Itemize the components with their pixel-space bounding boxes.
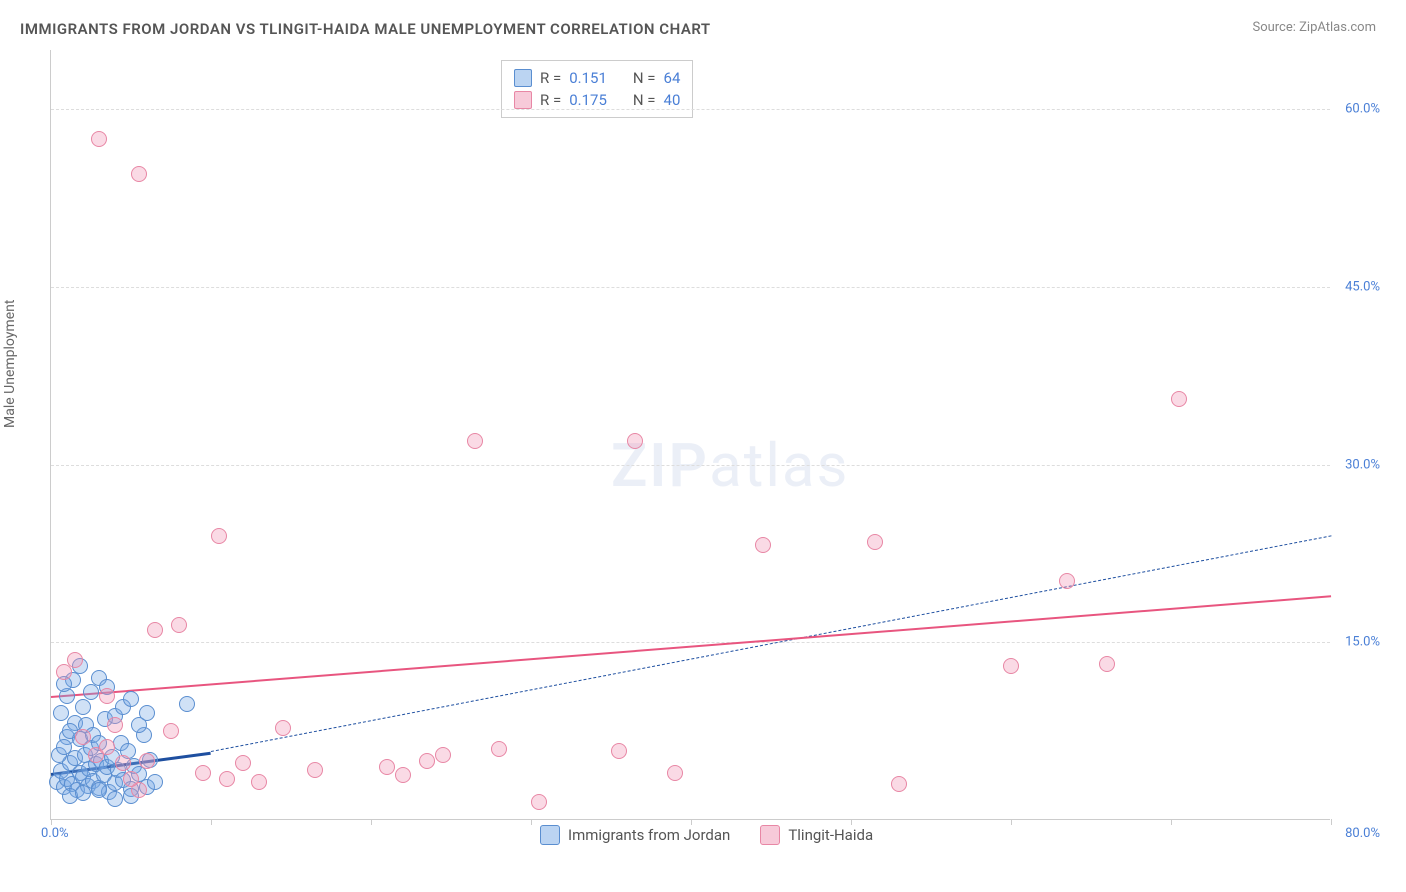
data-point [99,688,115,704]
data-point [755,537,771,553]
data-point [53,705,69,721]
data-point [219,771,235,787]
data-point [115,755,131,771]
data-point [75,785,91,801]
chart-area: ZIPatlas R =0.151N =64R =0.175N =40 0.0%… [50,50,1370,850]
data-point [251,774,267,790]
data-point [1059,573,1075,589]
gridline [51,287,1330,288]
data-point [163,723,179,739]
chart-container: IMMIGRANTS FROM JORDAN VS TLINGIT-HAIDA … [0,0,1406,892]
stats-row: R = 0.151 N = 64 [514,67,680,89]
stats-row: R = 0.175 N = 40 [514,89,680,111]
trend-line [51,595,1331,698]
data-point [435,747,451,763]
data-point [419,753,435,769]
r-label: R = [540,69,561,87]
n-label: N = [633,69,656,87]
r-value: 0.175 [569,91,607,109]
data-point [131,166,147,182]
gridline [51,465,1330,466]
legend-item: Immigrants from Jordan [540,825,730,845]
data-point [91,782,107,798]
data-point [75,729,91,745]
data-point [611,743,627,759]
data-point [107,791,123,807]
y-tick-label: 45.0% [1335,279,1380,294]
data-point [627,433,643,449]
chart-title: IMMIGRANTS FROM JORDAN VS TLINGIT-HAIDA … [20,20,711,38]
x-axis-min-label: 0.0% [41,826,69,841]
n-label: N = [633,91,656,109]
legend-swatch [760,825,780,845]
r-label: R = [540,91,561,109]
data-point [75,699,91,715]
data-point [99,739,115,755]
data-point [171,617,187,633]
data-point [179,696,195,712]
n-value: 40 [664,91,681,109]
data-point [139,753,155,769]
data-point [107,717,123,733]
x-tick [1171,819,1172,825]
data-point [91,131,107,147]
data-point [139,705,155,721]
x-tick [1011,819,1012,825]
data-point [667,765,683,781]
gridline [51,109,1330,110]
n-value: 64 [664,69,681,87]
x-tick [51,819,52,825]
data-point [275,720,291,736]
data-point [491,741,507,757]
data-point [531,794,547,810]
data-point [379,759,395,775]
legend-item: Tlingit-Haida [760,825,873,845]
data-point [235,755,251,771]
data-point [1003,658,1019,674]
data-point [1099,656,1115,672]
data-point [147,622,163,638]
legend-label: Immigrants from Jordan [568,826,730,844]
data-point [395,767,411,783]
gridline [51,642,1330,643]
x-tick [211,819,212,825]
data-point [1171,391,1187,407]
legend-swatch [540,825,560,845]
y-tick-label: 15.0% [1335,635,1380,650]
r-value: 0.151 [569,69,607,87]
legend-label: Tlingit-Haida [788,826,873,844]
x-tick [371,819,372,825]
trend-line [211,536,1331,753]
x-axis-max-label: 80.0% [1345,826,1380,841]
data-point [83,684,99,700]
data-point [123,771,139,787]
source-attribution: Source: ZipAtlas.com [1252,20,1376,35]
x-tick [1331,819,1332,825]
x-tick [531,819,532,825]
data-point [56,739,72,755]
data-point [211,528,227,544]
y-axis-label: Male Unemployment [2,300,18,428]
data-point [867,534,883,550]
data-point [56,664,72,680]
data-point [307,762,323,778]
y-tick-label: 30.0% [1335,457,1380,472]
legend-swatch [514,69,532,87]
y-tick-label: 60.0% [1335,102,1380,117]
plot-area: ZIPatlas R =0.151N =64R =0.175N =40 0.0%… [50,50,1330,820]
data-point [195,765,211,781]
legend-swatch [514,91,532,109]
data-point [891,776,907,792]
data-point [123,691,139,707]
data-point [147,774,163,790]
bottom-legend: Immigrants from Jordan Tlingit-Haida [540,825,873,845]
data-point [467,433,483,449]
